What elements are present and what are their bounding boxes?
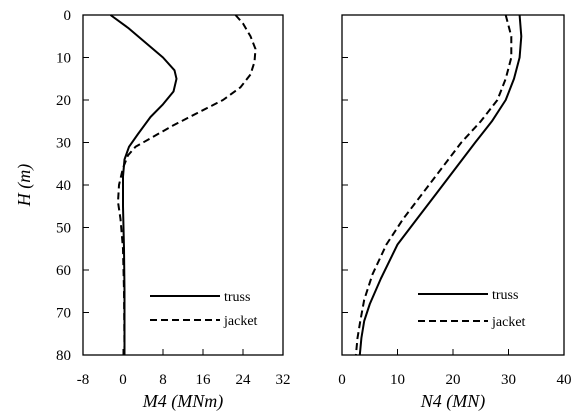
x-tick-label: 16 [196, 372, 212, 388]
x-tick-label: 0 [338, 372, 346, 388]
plot-frame [341, 14, 565, 356]
series-line-truss [109, 14, 178, 355]
y-tick-label: 70 [56, 306, 71, 322]
series-line-jacket [354, 14, 513, 356]
x-tick-label: 10 [390, 372, 405, 388]
legend-label-truss: truss [224, 290, 250, 305]
y-tick-label: 0 [64, 8, 72, 24]
y-tick-label: 40 [56, 178, 71, 194]
y-tick-label: 20 [56, 93, 71, 109]
y-tick-label: 60 [56, 263, 71, 279]
x-tick-label: 40 [557, 372, 572, 388]
x-tick-label: 32 [276, 372, 291, 388]
series-line-jacket [117, 14, 257, 356]
panel-m4: 0 10 20 30 40 50 60 70 80 -8 0 8 16 24 32 M4 (MNm) H (m)… [14, 8, 291, 412]
x-axis-title: N4 (MN) [420, 391, 486, 412]
y-axis-title: H (m) [14, 164, 35, 208]
x-tick-label: 30 [501, 372, 516, 388]
legend-label-jacket: jacket [223, 314, 258, 329]
x-tick-label: 8 [159, 372, 167, 388]
legend-label-truss: truss [492, 288, 518, 303]
x-tick-label: 24 [236, 372, 252, 388]
x-tick-label: 20 [446, 372, 461, 388]
x-tick-label: -8 [77, 372, 90, 388]
y-tick-label: 80 [56, 348, 71, 364]
x-axis-title: M4 (MNm) [142, 391, 223, 412]
x-tick-label: 0 [119, 372, 127, 388]
y-tick-label: 10 [56, 51, 71, 67]
series-line-truss [358, 14, 523, 356]
legend-label-jacket: jacket [491, 315, 526, 330]
y-tick-label: 30 [56, 136, 71, 152]
y-tick-label: 50 [56, 221, 71, 237]
panel-n4: 0 10 20 30 40 N4 (MN) truss jacket [338, 14, 572, 412]
